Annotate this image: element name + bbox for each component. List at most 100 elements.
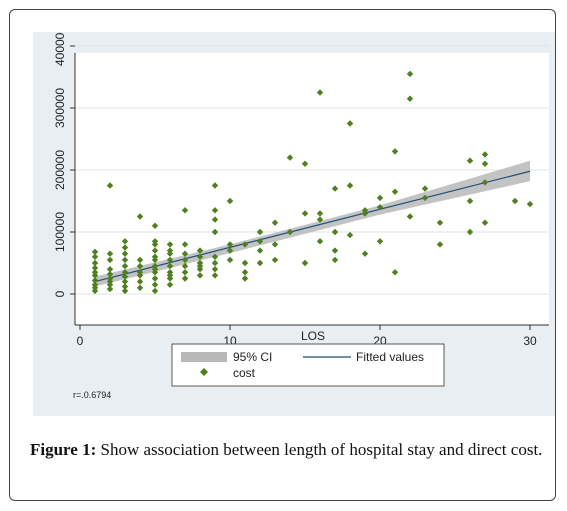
legend-ci-label: 95% CI [233, 350, 272, 364]
fit-line-layer [94, 170, 531, 283]
data-point [91, 248, 99, 256]
data-point [196, 253, 204, 260]
data-point [256, 247, 264, 254]
data-point [301, 259, 309, 267]
data-point [136, 213, 144, 220]
legend-point-swatch [200, 368, 208, 376]
data-point [166, 247, 174, 254]
data-point [166, 241, 174, 248]
data-point [436, 241, 444, 248]
data-point [211, 216, 219, 223]
data-point [391, 148, 399, 155]
data-point [226, 247, 234, 254]
data-point [316, 238, 324, 245]
data-point [106, 256, 114, 264]
data-point [421, 194, 429, 202]
data-point [181, 269, 189, 276]
data-point [256, 228, 264, 236]
data-point [91, 264, 99, 272]
data-point [151, 266, 159, 273]
legend-points-label: cost [233, 366, 256, 380]
data-point [271, 256, 279, 264]
data-point [151, 222, 159, 229]
data-point [121, 278, 129, 285]
data-point [211, 266, 219, 273]
y-tick-label: 300000 [53, 88, 67, 128]
data-point [106, 182, 114, 189]
data-point [151, 275, 159, 282]
y-tick-label: 0 [53, 290, 67, 297]
data-point [91, 277, 99, 284]
figure-caption: Figure 1: Show association between lengt… [30, 438, 560, 462]
data-point [121, 273, 129, 280]
data-point [106, 285, 114, 293]
data-point [391, 269, 399, 276]
data-point [106, 250, 114, 257]
data-point [346, 182, 354, 189]
data-point [121, 238, 129, 245]
data-point [316, 210, 324, 217]
data-point [301, 160, 309, 167]
chart-panel: 0 100000 200000 300000 400000 0 10 20 30 LOS 95%… [33, 32, 555, 416]
data-point [91, 253, 99, 260]
fitted-line [94, 170, 531, 283]
data-point [361, 250, 369, 257]
data-point [436, 219, 444, 226]
data-point [511, 197, 519, 205]
data-point [181, 262, 189, 270]
data-point [256, 238, 264, 245]
data-point [121, 269, 129, 276]
data-point [481, 219, 489, 226]
legend-ci-swatch [181, 352, 227, 362]
y-tick-label: 100000 [53, 212, 67, 252]
data-point [286, 228, 294, 236]
data-point [91, 259, 99, 267]
data-point [106, 266, 114, 273]
data-point [181, 241, 189, 248]
data-point [121, 287, 129, 295]
data-point [151, 253, 159, 260]
data-point [286, 154, 294, 161]
data-point [121, 250, 129, 257]
data-point [211, 253, 219, 260]
data-point [421, 185, 429, 192]
data-point [346, 120, 354, 127]
data-point [196, 262, 204, 270]
data-point [241, 241, 249, 248]
data-point [466, 157, 474, 164]
caption-text: Show association between length of hospi… [96, 440, 543, 459]
data-point [316, 216, 324, 223]
data-point [166, 256, 174, 264]
data-point [481, 160, 489, 167]
x-tick-label: 30 [523, 334, 537, 348]
data-point [91, 281, 99, 288]
x-tick-label: 0 [77, 334, 84, 348]
caption-label: Figure 1: [30, 440, 97, 459]
data-point [406, 213, 414, 220]
data-point [211, 272, 219, 279]
data-point [151, 281, 159, 288]
legend: 95% CI Fitted values cost [171, 343, 445, 387]
data-point [241, 275, 249, 282]
data-point [376, 194, 384, 202]
data-point [91, 269, 99, 276]
data-point [226, 241, 234, 248]
data-point [181, 207, 189, 214]
data-point [151, 238, 159, 245]
figure-frame: 0 100000 200000 300000 400000 0 10 20 30 LOS 95%… [9, 9, 556, 501]
data-point [301, 210, 309, 217]
data-point [106, 278, 114, 285]
legend-fit-label: Fitted values [356, 350, 424, 364]
data-point [121, 283, 129, 290]
data-point [526, 200, 534, 208]
data-point [196, 247, 204, 254]
data-point [256, 259, 264, 267]
data-point [181, 256, 189, 264]
data-point [211, 259, 219, 267]
data-point [466, 228, 474, 236]
data-point [226, 256, 234, 264]
data-point [211, 207, 219, 214]
data-point [316, 89, 324, 96]
data-point [121, 262, 129, 270]
